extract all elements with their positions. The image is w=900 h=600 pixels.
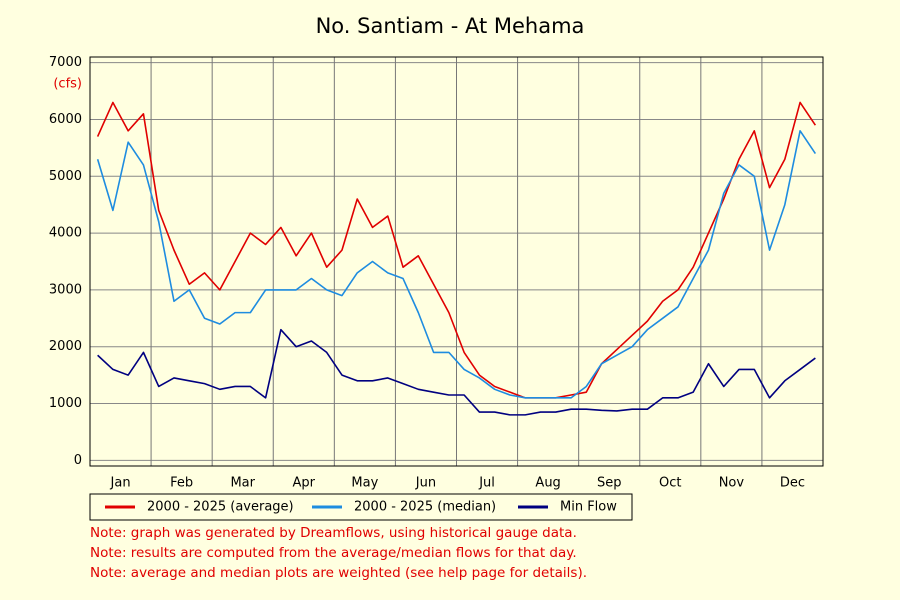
x-tick-label: May <box>351 476 378 491</box>
x-tick-label: Apr <box>293 476 316 491</box>
note: Note: results are computed from the aver… <box>90 545 577 561</box>
series-line <box>96 101 817 399</box>
legend-label: 2000 - 2025 (average) <box>147 500 294 515</box>
y-axis-label: (cfs) <box>53 77 82 92</box>
series-line <box>96 130 817 399</box>
x-tick-label: Oct <box>659 476 681 491</box>
y-tick-label: 6000 <box>49 112 82 127</box>
y-tick-label: 2000 <box>49 339 82 354</box>
y-tick-label: 7000 <box>49 55 82 70</box>
x-tick-label: Jun <box>415 476 436 491</box>
x-tick-label: Feb <box>170 476 193 491</box>
legend-label: 2000 - 2025 (median) <box>354 500 496 515</box>
y-tick-label: 4000 <box>49 226 82 241</box>
plot-frame <box>89 56 824 467</box>
x-tick-label: Mar <box>230 476 255 491</box>
y-tick-label: 3000 <box>49 282 82 297</box>
y-tick-label: 0 <box>74 453 82 468</box>
x-tick-label: Nov <box>719 476 745 491</box>
chart-title: No. Santiam - At Mehama <box>316 14 585 38</box>
x-tick-label: Jul <box>478 476 495 491</box>
y-tick-label: 1000 <box>49 396 82 411</box>
note: Note: average and median plots are weigh… <box>90 565 587 581</box>
note: Note: graph was generated by Dreamflows,… <box>90 525 577 541</box>
x-tick-label: Sep <box>597 476 622 491</box>
x-tick-label: Aug <box>535 476 560 491</box>
x-tick-label: Jan <box>110 476 131 491</box>
x-tick-label: Dec <box>780 476 805 491</box>
legend-label: Min Flow <box>560 500 617 515</box>
series-line <box>97 328 816 416</box>
y-tick-label: 5000 <box>49 169 82 184</box>
